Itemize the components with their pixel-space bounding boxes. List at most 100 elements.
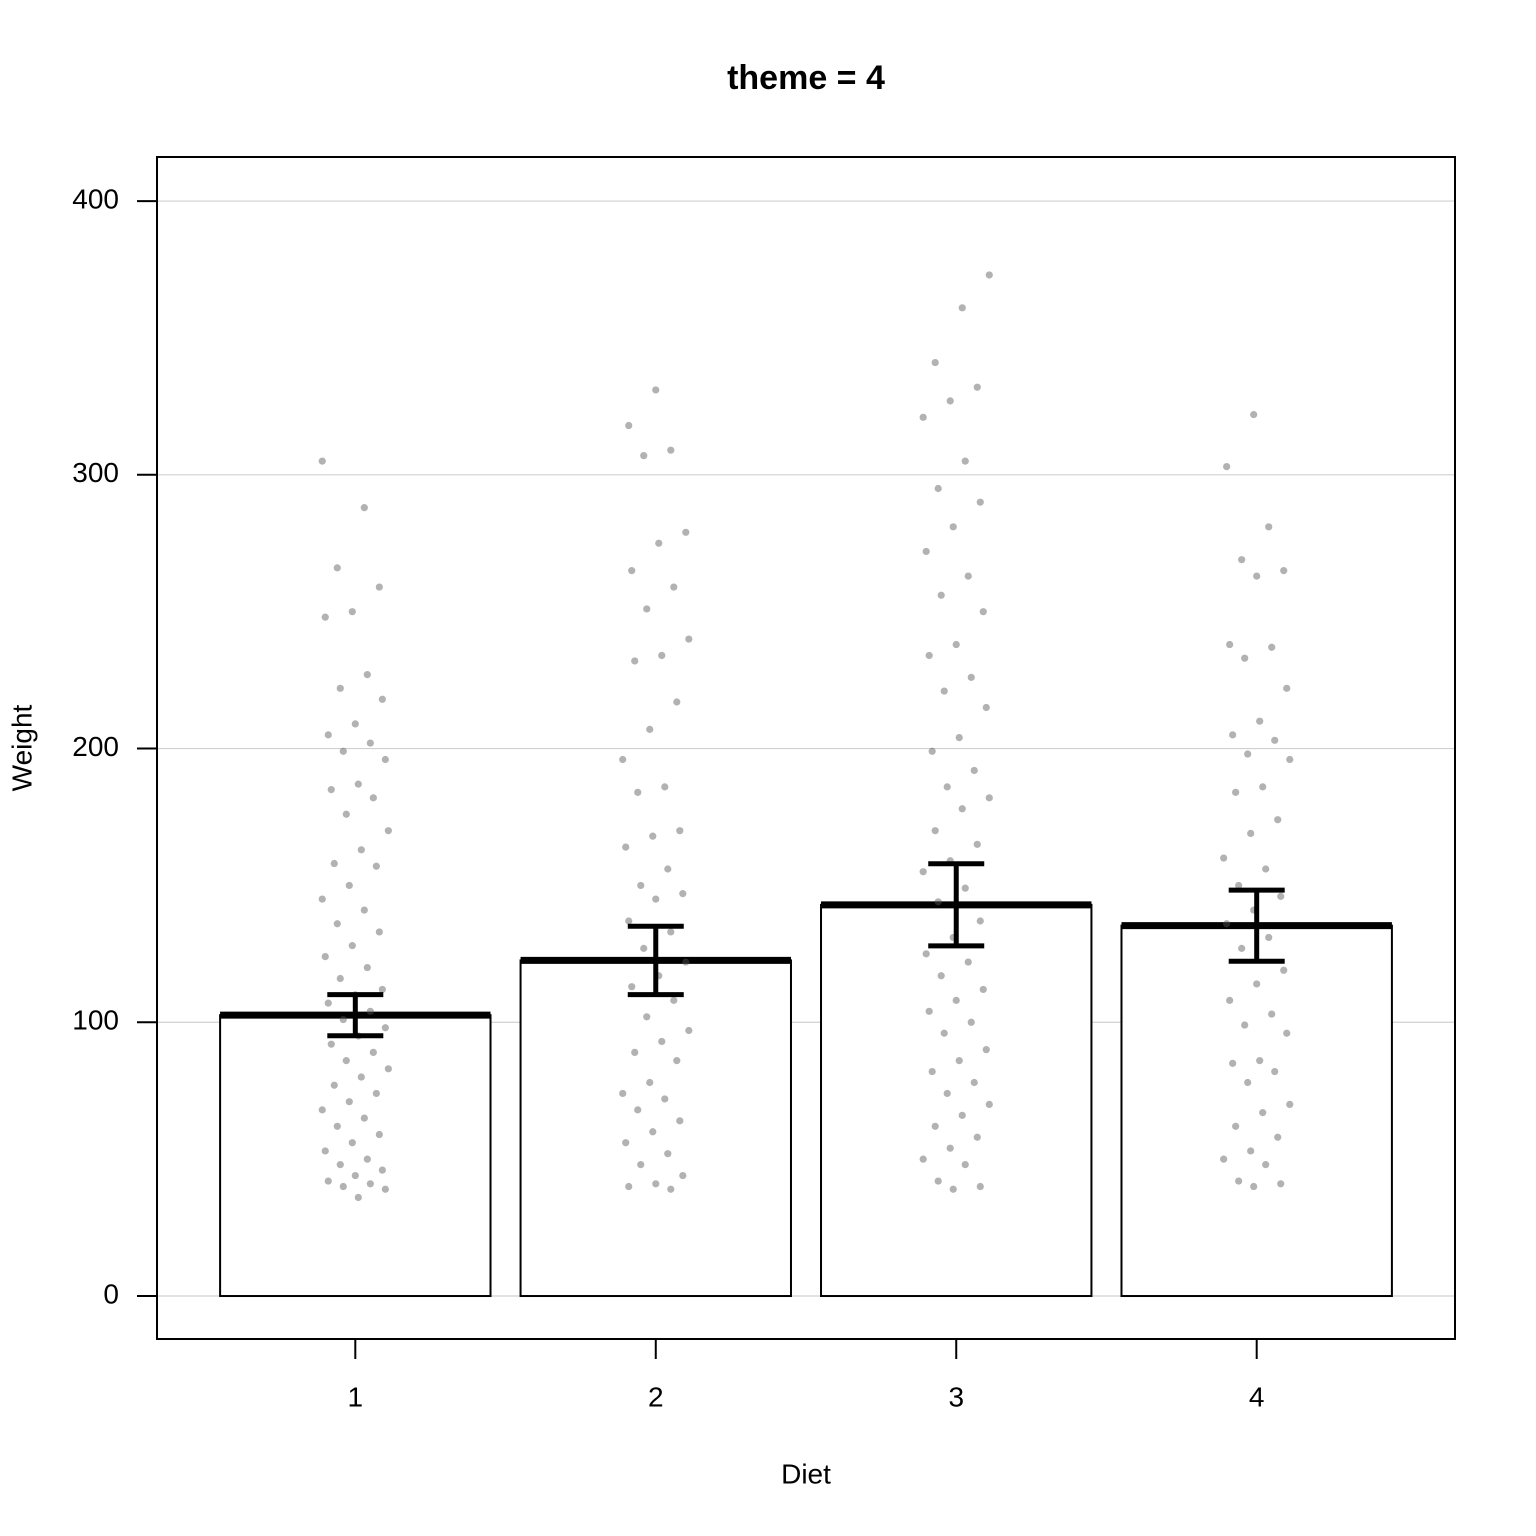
data-point: [961, 884, 969, 892]
data-point: [658, 1037, 666, 1046]
data-point: [637, 881, 645, 890]
data-point: [336, 684, 344, 692]
data-point: [1256, 717, 1264, 725]
data-point: [369, 1048, 377, 1056]
data-point: [676, 827, 684, 835]
data-point: [345, 1098, 353, 1106]
data-point: [634, 1106, 642, 1114]
data-point: [333, 564, 341, 572]
data-point: [378, 1166, 386, 1174]
data-point: [931, 827, 939, 835]
data-point: [1250, 1182, 1258, 1191]
data-point: [625, 421, 633, 430]
data-point: [1283, 684, 1291, 692]
data-point: [1220, 854, 1228, 862]
bar: [519, 959, 792, 1298]
data-point: [973, 383, 981, 391]
data-point: [366, 1007, 374, 1015]
x-axis-label: Diet: [781, 1458, 831, 1489]
y-axis-label: Weight: [6, 704, 37, 791]
data-point: [1253, 572, 1261, 580]
data-point: [1271, 1067, 1279, 1076]
data-point: [628, 983, 636, 991]
data-point: [943, 1089, 951, 1098]
data-point: [658, 651, 666, 660]
data-point: [625, 917, 633, 925]
data-point: [339, 1015, 347, 1024]
data-point: [360, 906, 368, 914]
data-point: [366, 739, 374, 747]
data-point: [318, 1106, 326, 1114]
data-point: [919, 413, 927, 421]
data-point: [673, 1057, 681, 1065]
data-point: [1277, 1180, 1285, 1188]
data-point: [1229, 731, 1237, 739]
data-point: [1280, 567, 1288, 575]
data-point: [327, 786, 335, 794]
data-point: [1256, 1057, 1264, 1065]
plot-frame: [156, 156, 1456, 1340]
data-point: [369, 794, 377, 802]
data-point: [946, 397, 954, 405]
y-tick-label: 200: [72, 731, 119, 762]
data-point: [351, 720, 359, 728]
data-point: [973, 840, 981, 848]
bar: [1120, 924, 1393, 1298]
x-tick-label: 4: [1249, 1381, 1265, 1412]
data-point: [1244, 1078, 1252, 1087]
y-tick-label: 0: [103, 1278, 119, 1309]
data-point: [667, 928, 675, 936]
data-point: [327, 1040, 335, 1048]
data-point: [351, 1171, 359, 1180]
data-point: [1220, 1155, 1228, 1163]
data-point: [979, 985, 987, 994]
data-point: [928, 747, 936, 755]
data-point: [673, 698, 681, 706]
data-point: [381, 755, 389, 764]
data-point: [1250, 410, 1258, 419]
data-point: [619, 1089, 627, 1098]
data-point: [676, 1117, 684, 1125]
data-point: [925, 651, 933, 660]
data-point: [634, 788, 642, 796]
data-point: [979, 608, 987, 616]
data-point: [685, 635, 693, 643]
data-point: [982, 703, 990, 712]
data-point: [640, 452, 648, 460]
data-point: [961, 1161, 969, 1169]
data-point: [940, 687, 948, 695]
y-tick-label: 400: [72, 183, 119, 214]
data-point: [1277, 892, 1285, 900]
data-point: [360, 504, 368, 512]
data-point: [931, 1122, 939, 1130]
data-point: [1241, 654, 1249, 662]
data-point: [934, 898, 942, 906]
data-point: [679, 890, 687, 898]
data-point: [378, 695, 386, 703]
data-point: [670, 996, 678, 1004]
data-point: [1244, 750, 1252, 758]
data-point: [937, 972, 945, 980]
data-point: [1280, 966, 1288, 974]
data-point: [619, 755, 627, 764]
data-point: [652, 895, 660, 903]
data-point: [931, 358, 939, 367]
data-point: [976, 498, 984, 506]
data-point: [943, 783, 951, 791]
data-point: [321, 1147, 329, 1155]
data-point: [985, 271, 993, 279]
data-point: [952, 640, 960, 649]
data-point: [649, 1128, 657, 1136]
data-point: [652, 1180, 660, 1188]
data-point: [622, 1139, 630, 1147]
data-point: [664, 865, 672, 873]
x-tick-label: 2: [648, 1381, 664, 1412]
data-point: [357, 846, 365, 854]
data-point: [342, 1057, 350, 1065]
data-point: [670, 583, 678, 591]
data-point: [354, 780, 362, 788]
data-point: [937, 591, 945, 599]
data-point: [637, 1161, 645, 1169]
data-point: [1253, 980, 1261, 988]
data-point: [955, 733, 963, 742]
